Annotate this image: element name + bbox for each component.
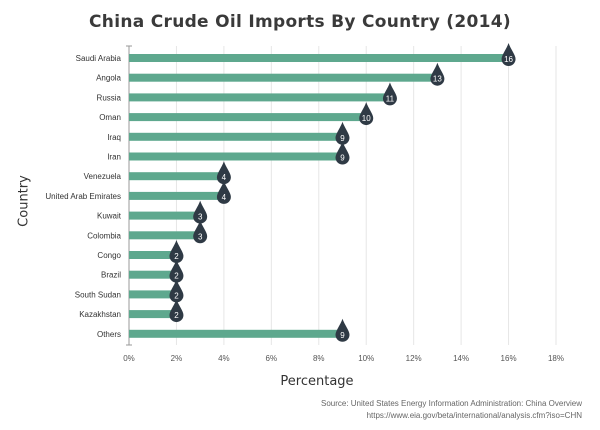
value-drop-badge xyxy=(430,62,445,86)
bar xyxy=(129,93,390,102)
data-label: 9 xyxy=(340,331,345,340)
x-tick-label: 10% xyxy=(358,354,374,363)
category-label: Colombia xyxy=(87,231,121,240)
category-label: Others xyxy=(97,330,121,339)
value-drop-badge xyxy=(335,318,350,342)
value-drop-badge xyxy=(382,82,397,106)
value-drop-badge xyxy=(169,299,184,323)
bar xyxy=(129,251,177,259)
category-label: Venezuela xyxy=(84,172,122,181)
value-drop-badge xyxy=(169,259,184,283)
bar xyxy=(129,211,201,220)
category-label: United Arab Emirates xyxy=(45,192,121,201)
bar xyxy=(129,73,438,82)
category-label: Oman xyxy=(99,113,121,122)
x-tick-label: 0% xyxy=(123,354,135,363)
bar xyxy=(129,152,343,161)
value-drop-badge xyxy=(193,200,208,224)
bar xyxy=(129,113,367,122)
data-label: 2 xyxy=(174,272,179,281)
bar xyxy=(129,172,224,181)
bar xyxy=(129,310,177,319)
data-label: 13 xyxy=(433,75,442,84)
category-label: Iran xyxy=(107,153,121,162)
data-label: 2 xyxy=(174,291,179,300)
category-label: Angola xyxy=(96,74,121,83)
bar xyxy=(129,329,343,338)
category-label: Brazil xyxy=(101,271,121,280)
data-label: 10 xyxy=(362,114,371,123)
category-label: Congo xyxy=(97,251,121,260)
category-label: Saudi Arabia xyxy=(76,54,122,63)
value-drop-badge xyxy=(335,121,350,145)
x-axis-label: Percentage xyxy=(280,374,354,389)
category-label: Kazakhstan xyxy=(79,310,121,319)
value-drop-badge xyxy=(169,240,184,263)
data-label: 9 xyxy=(340,134,345,143)
chart-title: China Crude Oil Imports By Country (2014… xyxy=(89,12,511,32)
data-label: 2 xyxy=(174,311,179,320)
bar xyxy=(129,191,224,200)
x-tick-label: 6% xyxy=(266,354,278,363)
source-note: Source: United States Energy Information… xyxy=(320,399,582,408)
bar xyxy=(129,290,177,299)
x-tick-label: 2% xyxy=(171,354,183,363)
data-label: 11 xyxy=(386,94,395,103)
category-label: South Sudan xyxy=(75,290,121,299)
value-drop-badge xyxy=(216,161,231,185)
value-drop-badge xyxy=(216,180,231,204)
category-label: Kuwait xyxy=(97,212,122,221)
value-drop-badge xyxy=(501,43,516,66)
data-label: 9 xyxy=(340,154,345,163)
x-tick-label: 8% xyxy=(313,354,325,363)
data-label: 16 xyxy=(504,55,513,64)
data-label: 4 xyxy=(222,193,227,202)
x-tick-label: 14% xyxy=(453,354,469,363)
y-axis-label-text: Country xyxy=(16,175,32,227)
bar xyxy=(129,231,201,240)
category-label: Russia xyxy=(97,93,122,102)
x-tick-label: 16% xyxy=(501,354,517,363)
data-label: 4 xyxy=(222,173,227,182)
source-url: https://www.eia.gov/beta/international/a… xyxy=(366,411,582,420)
bar xyxy=(129,54,509,62)
data-label: 3 xyxy=(198,232,203,241)
x-tick-label: 12% xyxy=(406,354,422,363)
bar xyxy=(129,132,343,141)
data-label: 2 xyxy=(174,252,179,261)
x-tick-label: 4% xyxy=(218,354,230,363)
value-drop-badge xyxy=(335,141,350,165)
category-label: Iraq xyxy=(107,133,121,142)
x-tick-label: 18% xyxy=(548,354,564,363)
data-label: 3 xyxy=(198,213,203,222)
value-drop-badge xyxy=(193,220,208,244)
value-drop-badge xyxy=(359,102,374,126)
value-drop-badge xyxy=(169,279,184,303)
bar xyxy=(129,270,177,279)
